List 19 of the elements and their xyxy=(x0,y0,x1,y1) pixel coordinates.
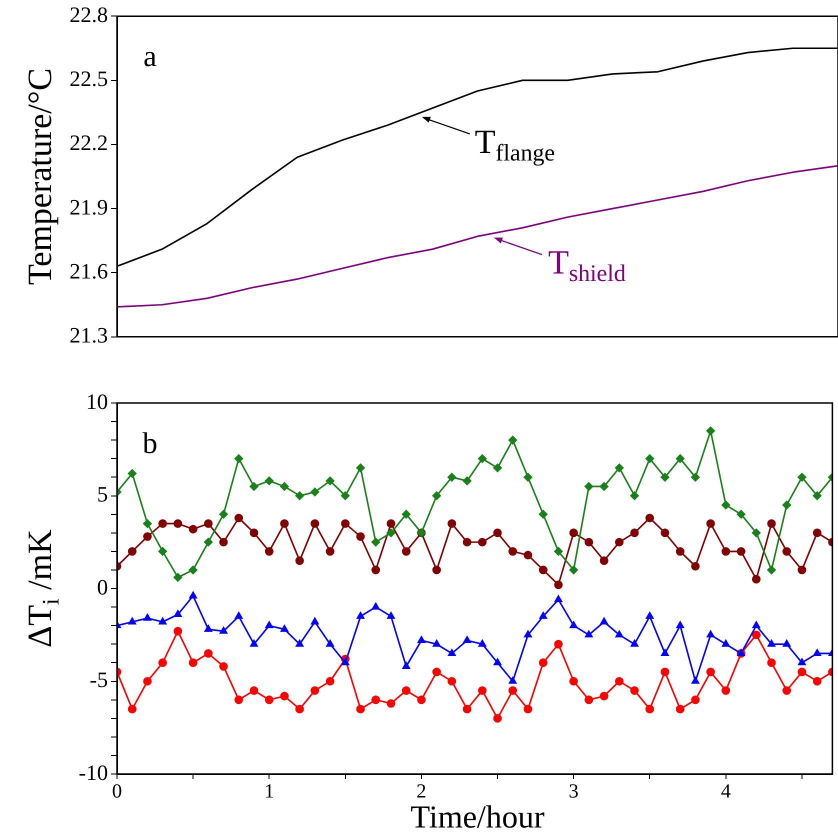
annotation: b xyxy=(142,426,158,460)
x-tick-label: 1 xyxy=(264,780,274,802)
y-tick-label: 22.8 xyxy=(70,2,108,27)
y-axis-title: Temperature/°C xyxy=(22,68,59,286)
y-tick-label: -10 xyxy=(78,760,108,785)
y-tick-label: 10 xyxy=(86,388,108,414)
y-tick-label: 0 xyxy=(97,574,108,600)
y-tick-label: 22.2 xyxy=(70,130,108,156)
x-tick-label: 3 xyxy=(568,780,579,802)
x-tick-label: 0 xyxy=(112,780,122,802)
y-axis-title: ΔTi /mK xyxy=(22,528,64,648)
y-tick-label: 21.6 xyxy=(70,258,108,284)
y-tick-label: -5 xyxy=(90,667,108,692)
x-tick-label: 4 xyxy=(720,780,731,802)
annotation: a xyxy=(143,40,157,74)
y-tick-label: 21.9 xyxy=(70,194,108,220)
y-tick-label: 22.5 xyxy=(70,66,108,92)
y-tick-label: 5 xyxy=(97,482,108,507)
y-tick-label: 21.3 xyxy=(70,322,108,348)
